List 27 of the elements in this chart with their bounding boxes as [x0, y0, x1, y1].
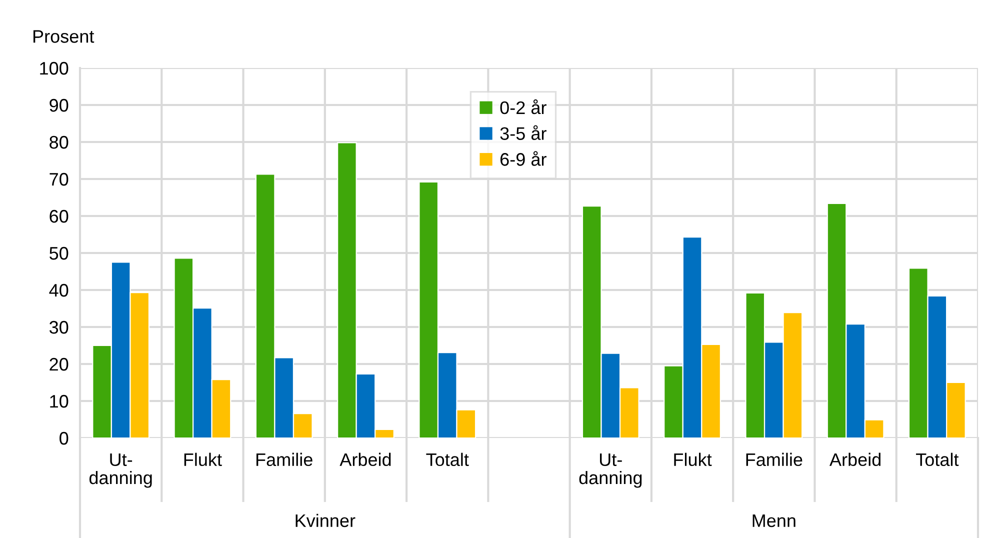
x-tick-label: Totalt: [426, 452, 469, 466]
x-tick-label: Arbeid: [340, 452, 391, 466]
x-tick-label: Totalt: [916, 452, 959, 466]
y-tick-label: 10: [50, 394, 68, 408]
legend-label: 3-5 år: [500, 125, 546, 140]
y-tick-label: 100: [40, 62, 68, 75]
y-tick-label: 60: [50, 210, 68, 223]
x-tick-label: Ut- danning: [579, 453, 642, 488]
x-tick-label: Flukt: [184, 452, 222, 466]
legend-label: 0-2 år: [500, 99, 546, 114]
y-tick-label: 20: [50, 358, 68, 371]
y-tick-label: 50: [50, 246, 68, 260]
text: Menn: [752, 514, 796, 528]
y-axis-title: Prosent: [33, 30, 94, 43]
x-tick-label: Arbeid: [829, 452, 880, 466]
text: Kvinner: [296, 514, 356, 528]
x-tick-label: Flukt: [674, 452, 712, 466]
y-tick-label: 90: [50, 98, 68, 112]
y-tick-label: 80: [50, 136, 68, 149]
y-tick-label: 70: [50, 172, 68, 186]
y-tick-label: 40: [49, 284, 68, 297]
y-tick-label: 30: [49, 320, 68, 334]
y-tick-label: 0: [60, 432, 68, 445]
x-tick-label: Familie: [746, 452, 802, 466]
x-tick-label: Familie: [256, 452, 312, 466]
legend-label: 6-9 år: [500, 151, 546, 166]
x-tick-label: Ut- danning: [89, 453, 152, 488]
